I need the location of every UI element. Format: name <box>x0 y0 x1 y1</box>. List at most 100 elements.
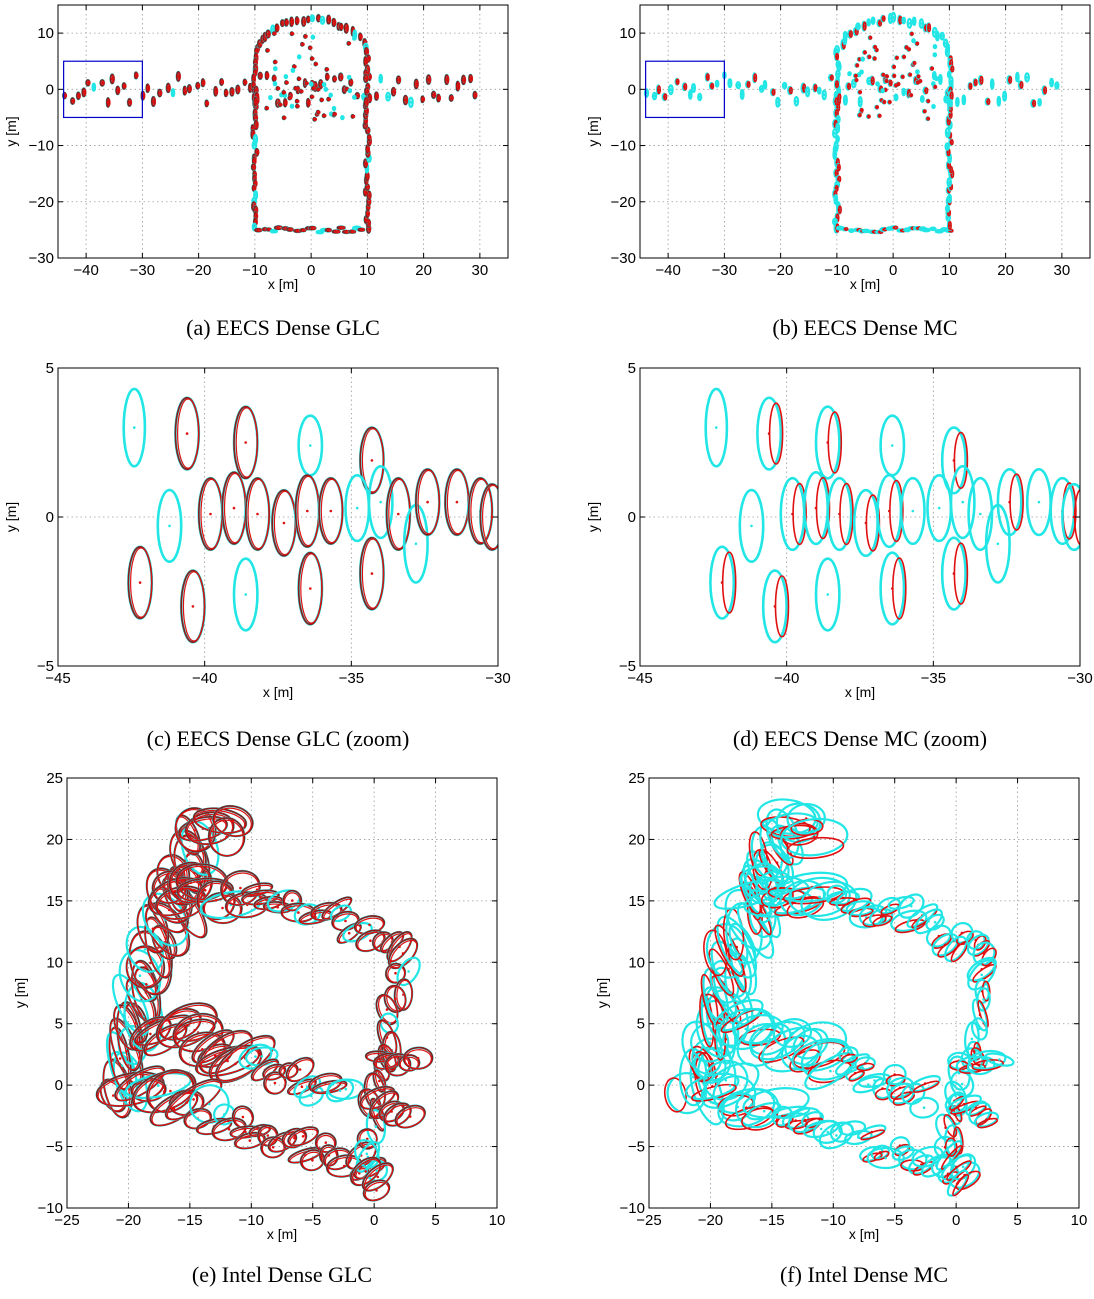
mean-point <box>1072 515 1076 519</box>
mean-point <box>365 174 369 178</box>
mean-point <box>860 108 863 112</box>
y-tick-label: 10 <box>628 954 645 971</box>
mean-point <box>947 181 951 184</box>
mean-point <box>285 21 288 24</box>
mean-point <box>861 57 864 61</box>
cyan-ellipse <box>1024 72 1030 83</box>
cyan-ellipse <box>882 1063 907 1086</box>
mean-point <box>253 225 256 229</box>
cyan-ellipse <box>704 387 729 468</box>
mean-point <box>817 89 821 92</box>
red-ellipse <box>479 483 498 551</box>
mean-point <box>863 51 866 54</box>
x-tick-label: 0 <box>370 1212 378 1229</box>
red-ellipse-inner <box>264 1066 286 1081</box>
mean-point <box>954 947 957 951</box>
mean-point <box>912 61 916 65</box>
mean-point <box>145 983 148 986</box>
mean-point <box>282 116 286 120</box>
y-tick-label: −30 <box>29 250 54 267</box>
x-tick-label: −30 <box>712 262 737 279</box>
mean-point <box>892 15 895 19</box>
mean-point <box>858 100 862 103</box>
mean-point <box>321 19 324 22</box>
mean-point <box>996 542 1000 546</box>
mean-point <box>921 97 924 101</box>
cyan-ellipse <box>944 142 950 151</box>
cyan-ellipse <box>727 78 733 89</box>
y-tick-label: 20 <box>628 831 645 848</box>
mean-point <box>776 901 780 905</box>
x-axis-label: x [m] <box>267 1226 297 1242</box>
y-tick-label: −10 <box>611 138 636 155</box>
mean-point <box>765 851 769 854</box>
mean-point <box>947 224 951 227</box>
mean-point <box>283 101 287 105</box>
cyan-ellipse <box>826 476 853 552</box>
x-axis-label: x [m] <box>845 684 875 700</box>
plot-area <box>643 11 1060 235</box>
mean-point <box>689 93 692 96</box>
mean-point <box>852 898 856 902</box>
mean-point <box>310 82 313 86</box>
mean-point <box>364 101 368 104</box>
x-tick-label: −10 <box>824 262 849 279</box>
red-ellipse-inner <box>250 1126 270 1137</box>
mean-point <box>285 81 288 84</box>
mean-point <box>252 77 255 81</box>
cyan-ellipse <box>1002 90 1008 102</box>
mean-point <box>353 36 356 40</box>
mean-point <box>271 1146 275 1149</box>
mean-point <box>933 53 937 57</box>
mean-point <box>774 1101 778 1105</box>
mean-point <box>871 19 875 23</box>
mean-point <box>248 86 252 90</box>
mean-point <box>834 171 838 175</box>
mean-point <box>1037 500 1041 504</box>
mean-point <box>1019 83 1022 87</box>
plot-area <box>122 387 498 644</box>
mean-point <box>916 70 919 74</box>
mean-point <box>728 1084 732 1087</box>
red-ellipse-inner <box>355 1159 386 1179</box>
cyan-ellipse <box>876 896 901 915</box>
mean-point <box>834 198 838 201</box>
mean-point <box>360 228 363 231</box>
mean-point <box>291 69 295 72</box>
axes-frame <box>639 4 1091 259</box>
mean-point <box>334 230 338 233</box>
cyan-ellipse <box>899 476 926 546</box>
panel-d: −45 −40 −35 −30 −5 0 5 x [m] y [m] (d) EECS Dense… <box>585 360 1093 751</box>
x-tick-label: −10 <box>239 1212 264 1229</box>
mean-point <box>295 99 299 103</box>
mean-point <box>308 46 312 50</box>
mean-point <box>367 136 371 139</box>
mean-point <box>710 1058 713 1061</box>
cyan-ellipse <box>729 937 758 996</box>
mean-point <box>375 94 378 98</box>
mean-point <box>288 96 291 100</box>
mean-point <box>327 228 330 232</box>
mean-point <box>462 78 465 82</box>
mean-point <box>191 605 195 608</box>
mean-point <box>143 948 147 951</box>
mean-point <box>960 931 964 935</box>
mean-point <box>863 1062 867 1065</box>
mean-point <box>894 96 898 99</box>
axes-frame <box>66 777 498 1209</box>
mean-point <box>293 1136 296 1140</box>
mean-point <box>791 512 794 516</box>
mean-point <box>939 78 942 81</box>
red-ellipse-inner <box>182 571 205 642</box>
mean-point <box>252 186 256 190</box>
cyan-ellipse <box>859 1145 884 1162</box>
cyan-ellipse <box>651 91 658 101</box>
x-tick-label: 0 <box>307 262 315 279</box>
y-tick-label: 0 <box>628 81 636 98</box>
mean-point <box>193 1028 196 1032</box>
y-tick-label: 20 <box>46 831 63 848</box>
mean-point <box>449 96 453 100</box>
mean-point <box>203 888 207 892</box>
mean-point <box>322 114 326 117</box>
mean-point <box>341 116 344 119</box>
